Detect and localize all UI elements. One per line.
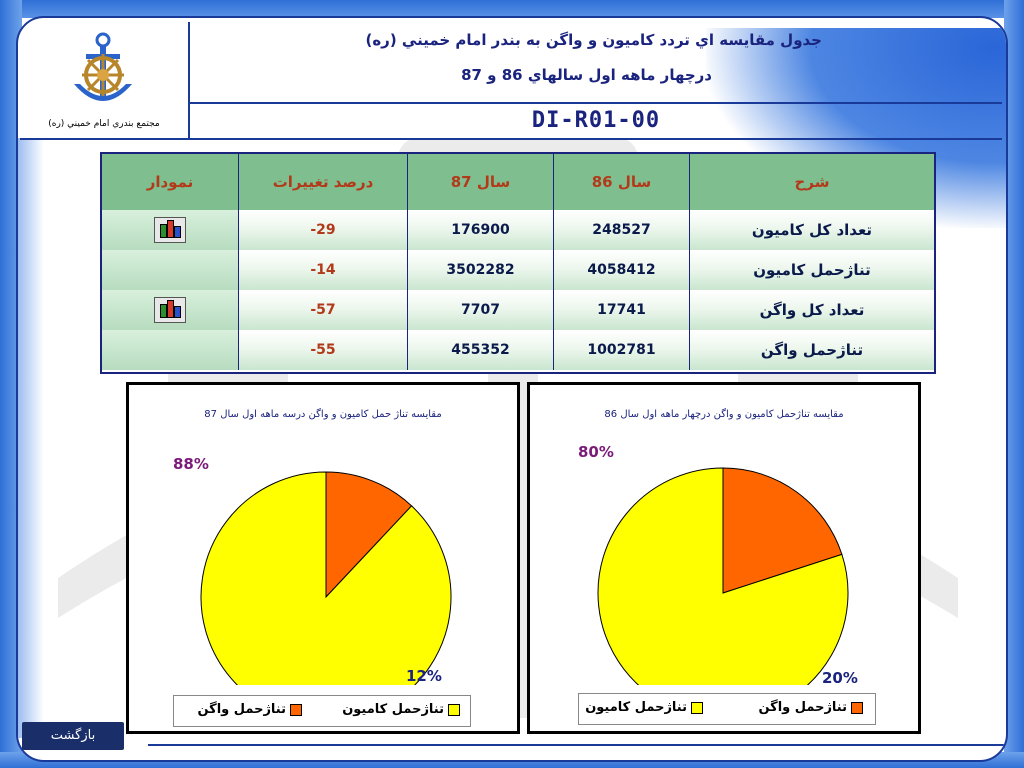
table-row: -14 3502282 4058412 تناژحمل كاميون	[102, 250, 934, 291]
pie-data-label-truck: 88%	[173, 455, 209, 473]
column-header-chart: نمودار	[102, 154, 239, 210]
table-header-row: نمودار درصد تغييرات سال 87 سال 86 شرح	[102, 154, 934, 211]
pie-data-label-wagon: 12%	[406, 667, 442, 685]
table-row: -55 455352 1002781 تناژحمل واگن	[102, 330, 934, 370]
pie-slice-wagon	[325, 471, 413, 599]
page-title: جدول مقايسه اي تردد كاميون و واگن به بند…	[365, 31, 822, 49]
row-description: تعداد كل واگن	[690, 290, 934, 330]
pie-chart-86	[597, 467, 849, 685]
title-cell: جدول مقايسه اي تردد كاميون و واگن به بند…	[190, 22, 1002, 104]
legend-item-wagon: تناژحمل واگن	[758, 700, 863, 715]
table-row: -57 7707 17741 تعداد كل واگن	[102, 290, 934, 331]
legend-item-wagon: تناژحمل واگن	[197, 702, 302, 717]
pie-data-label-wagon: 20%	[822, 669, 858, 687]
chart-cell	[102, 210, 239, 250]
logo-cell: مجتمع بندري امام خميني (ره)	[20, 22, 190, 138]
year-87-value: 7707	[408, 290, 554, 330]
percent-change-value: -57	[239, 290, 408, 330]
table-row: -29 176900 248527 تعداد كل كاميون	[102, 210, 934, 251]
chart-cell	[102, 290, 239, 330]
legend-swatch-wagon	[851, 701, 863, 714]
pie-chart-87	[200, 471, 452, 685]
year-86-value: 17741	[554, 290, 690, 330]
year-87-value: 455352	[408, 330, 554, 370]
bar-chart-icon[interactable]	[154, 217, 186, 243]
percent-change-value: -14	[239, 250, 408, 290]
pie-chart-panel-87: مقايسه تناژ حمل كاميون و واگن درسه ماهه …	[126, 382, 520, 734]
pie-slice-truck	[597, 467, 849, 685]
pie-chart-title: مقايسه تناژحمل كاميون و واگن درچهار ماهه…	[604, 409, 844, 420]
column-header-year-86: سال 86	[554, 154, 690, 210]
legend-item-truck: تناژحمل كاميون	[585, 700, 703, 715]
legend-swatch-wagon	[290, 703, 302, 716]
bar-chart-icon[interactable]	[154, 297, 186, 323]
column-header-year-87: سال 87	[408, 154, 554, 210]
year-86-value: 4058412	[554, 250, 690, 290]
column-header-description: شرح	[794, 173, 830, 191]
chart-cell	[102, 250, 239, 290]
comparison-table: نمودار درصد تغييرات سال 87 سال 86 شرح -2…	[100, 152, 936, 374]
row-description: تناژحمل واگن	[690, 330, 934, 370]
year-86-value: 248527	[554, 210, 690, 250]
port-anchor-logo	[74, 32, 132, 101]
pie-slice-truck	[200, 471, 452, 685]
background-top	[0, 0, 1024, 18]
percent-change-value: -29	[239, 210, 408, 250]
background-right	[1004, 0, 1024, 768]
legend-item-truck: تناژحمل كاميون	[342, 702, 460, 717]
pie-data-label-truck: 80%	[578, 443, 614, 461]
row-description: تناژحمل كاميون	[690, 250, 934, 290]
document-header: مجتمع بندري امام خميني (ره) جدول مقايسه …	[20, 22, 1002, 140]
pie-legend: تناژحمل كاميون تناژحمل واگن	[173, 695, 471, 727]
year-87-value: 3502282	[408, 250, 554, 290]
footer-divider	[148, 744, 1006, 746]
document-code: DI-R01-00	[531, 108, 661, 133]
row-description: تعداد كل كاميون	[690, 210, 934, 250]
legend-swatch-truck	[691, 701, 703, 714]
year-87-value: 176900	[408, 210, 554, 250]
percent-change-value: -55	[239, 330, 408, 370]
pie-chart-panel-86: مقايسه تناژحمل كاميون و واگن درچهار ماهه…	[527, 382, 921, 734]
organization-caption: مجتمع بندري امام خميني (ره)	[48, 119, 160, 129]
pie-slice-wagon	[722, 467, 843, 594]
page-subtitle: درچهار ماهه اول سالهاي 86 و 87	[461, 66, 712, 84]
slide-frame: مجتمع بندري امام خميني (ره) جدول مقايسه …	[16, 16, 1008, 762]
left-gradient-bar	[18, 138, 44, 738]
pie-legend: تناژحمل كاميون تناژحمل واگن	[578, 693, 876, 725]
pie-chart-title: مقايسه تناژ حمل كاميون و واگن درسه ماهه …	[204, 409, 442, 420]
column-header-percent-change: درصد تغييرات	[239, 154, 408, 210]
back-button[interactable]: بازگشت	[22, 722, 124, 750]
legend-swatch-truck	[448, 703, 460, 716]
chart-cell	[102, 330, 239, 370]
year-86-value: 1002781	[554, 330, 690, 370]
